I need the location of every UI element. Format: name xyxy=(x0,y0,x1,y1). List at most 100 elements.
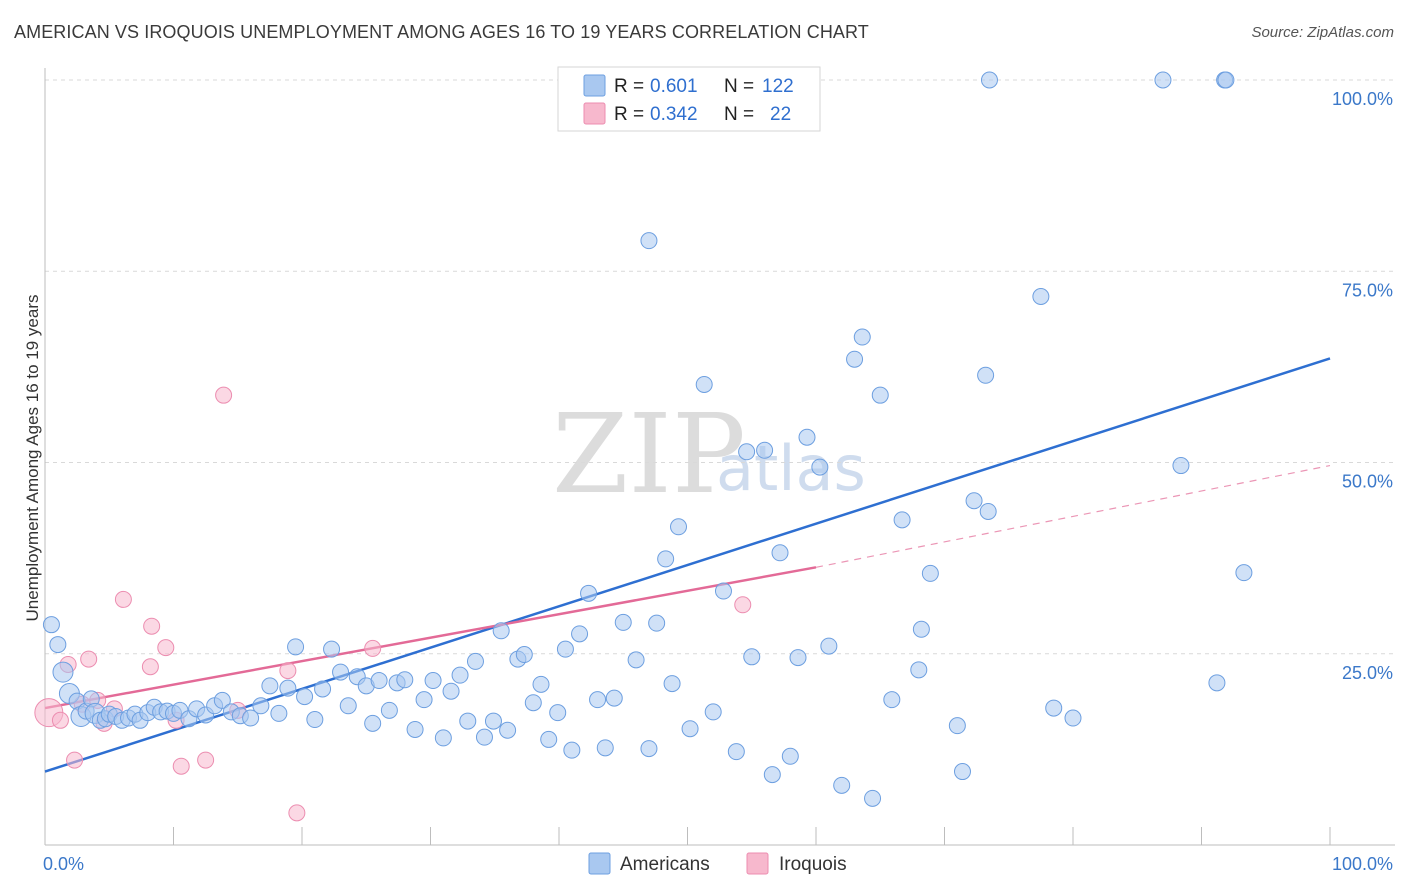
americans-point xyxy=(833,776,851,794)
americans-point xyxy=(475,728,493,746)
americans-point xyxy=(42,616,60,634)
americans-point xyxy=(648,614,666,632)
americans-point xyxy=(883,691,901,709)
americans-point xyxy=(556,640,574,658)
americans-point xyxy=(605,689,623,707)
americans-point xyxy=(242,709,260,727)
americans-point xyxy=(1172,457,1190,475)
legend-iroquois-r-label: R = xyxy=(614,104,644,125)
americans-point xyxy=(323,640,341,658)
gridlines xyxy=(45,79,1395,655)
iroquois-point xyxy=(51,711,69,729)
americans-point xyxy=(1217,71,1235,89)
americans-point xyxy=(853,328,871,346)
americans-point xyxy=(279,679,297,697)
americans-point xyxy=(1208,674,1226,692)
americans-point xyxy=(515,646,533,664)
americans-point xyxy=(466,652,484,670)
americans-point xyxy=(781,747,799,765)
watermark-zip: ZIP xyxy=(552,390,746,518)
americans-point xyxy=(798,428,816,446)
americans-point xyxy=(980,71,998,89)
legend-top: R = 0.601 N = 122 R = 0.342 N = 22 xyxy=(557,66,821,132)
americans-point xyxy=(657,550,675,568)
iroquois-point xyxy=(279,662,297,680)
legend-bottom-americans-label: Americans xyxy=(620,854,710,875)
watermark-atlas: atlas xyxy=(716,432,866,505)
americans-point xyxy=(540,730,558,748)
americans-point xyxy=(261,677,279,695)
americans-point xyxy=(484,712,502,730)
americans-point xyxy=(563,741,581,759)
americans-point xyxy=(424,672,442,690)
americans-points xyxy=(42,71,1253,807)
americans-point xyxy=(571,625,589,643)
americans-point xyxy=(339,697,357,715)
iroquois-point xyxy=(66,751,84,769)
americans-point xyxy=(314,680,332,698)
americans-point xyxy=(820,637,838,655)
iroquois-point xyxy=(157,639,175,657)
iroquois-point xyxy=(143,617,161,635)
americans-point xyxy=(549,704,567,722)
americans-point xyxy=(743,648,761,666)
iroquois-point xyxy=(288,804,306,822)
iroquois-point xyxy=(80,650,98,668)
chart-title: AMERICAN VS IROQUOIS UNEMPLOYMENT AMONG … xyxy=(14,22,869,42)
americans-point xyxy=(771,544,789,562)
americans-point xyxy=(415,691,433,709)
americans-point xyxy=(738,443,756,461)
legend-iroquois-n-label: N = xyxy=(724,104,754,125)
y-tick-label: 25.0% xyxy=(1342,663,1393,683)
americans-point xyxy=(681,720,699,738)
americans-point xyxy=(434,729,452,747)
americans-point xyxy=(1032,287,1050,305)
americans-point xyxy=(948,717,966,735)
americans-point xyxy=(589,691,607,709)
x-tick-label: 100.0% xyxy=(1332,854,1393,874)
source-credit: Source: ZipAtlas.com xyxy=(1251,24,1394,41)
americans-point xyxy=(396,671,414,689)
legend-bottom-americans-swatch xyxy=(588,852,611,875)
legend-americans-swatch xyxy=(583,74,606,97)
americans-point xyxy=(912,620,930,638)
americans-point xyxy=(380,701,398,719)
legend-iroquois-swatch xyxy=(583,102,606,125)
americans-point xyxy=(1064,709,1082,727)
y-tick-label: 50.0% xyxy=(1342,472,1393,492)
iroquois-point xyxy=(364,639,382,657)
americans-point xyxy=(306,711,324,729)
americans-point xyxy=(287,638,305,656)
y-tick-label: 75.0% xyxy=(1342,280,1393,300)
americans-point xyxy=(714,582,732,600)
americans-point xyxy=(627,651,645,669)
americans-point xyxy=(979,502,997,520)
americans-point xyxy=(370,672,388,690)
americans-point xyxy=(459,712,477,730)
americans-point xyxy=(270,704,288,722)
watermark: ZIP atlas xyxy=(552,390,866,518)
americans-point xyxy=(695,375,713,393)
legend-americans-n-value: 122 xyxy=(762,76,794,97)
americans-point xyxy=(977,366,995,384)
americans-point xyxy=(704,703,722,721)
iroquois-point xyxy=(734,596,752,614)
legend-bottom-iroquois-swatch xyxy=(746,852,769,875)
americans-point xyxy=(252,697,270,715)
americans-point xyxy=(499,721,517,739)
americans-point xyxy=(364,714,382,732)
americans-point xyxy=(640,232,658,250)
americans-point xyxy=(846,350,864,368)
iroquois-point xyxy=(141,658,159,676)
iroquois-point xyxy=(197,751,215,769)
americans-point xyxy=(811,458,829,476)
iroquois-point xyxy=(172,757,190,775)
americans-point xyxy=(910,661,928,679)
americans-point xyxy=(864,789,882,807)
americans-point xyxy=(524,694,542,712)
americans-point xyxy=(1154,71,1172,89)
y-axis-ticks: 25.0% 50.0% 75.0% 100.0% xyxy=(1332,89,1393,683)
legend-americans-n-label: N = xyxy=(724,76,754,97)
x-axis-ticks: 0.0% 100.0% xyxy=(43,854,1393,874)
americans-point xyxy=(670,518,688,536)
